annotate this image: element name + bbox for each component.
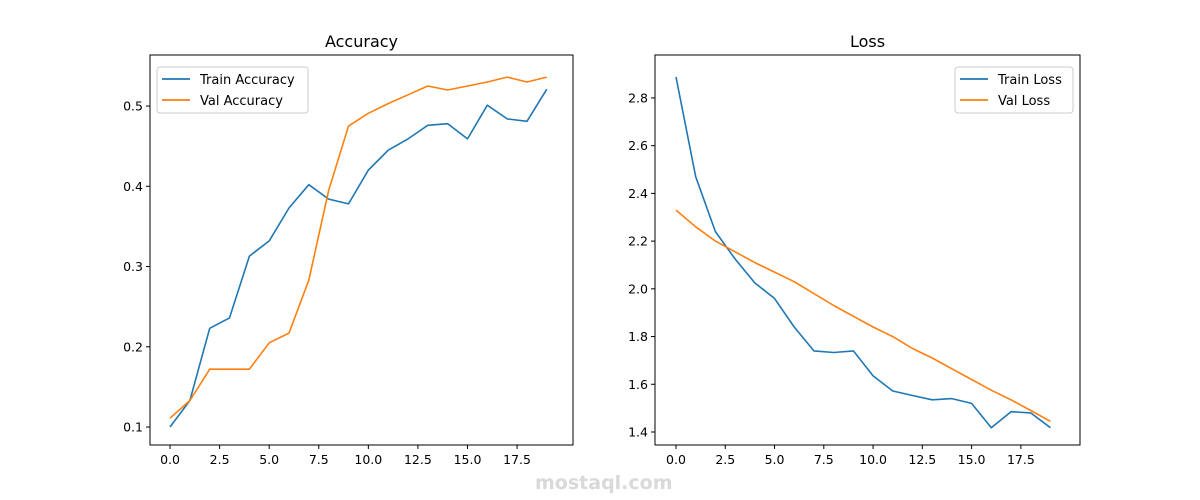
y-tick-label: 0.1 xyxy=(123,420,143,435)
y-tick-label: 2.6 xyxy=(628,138,648,153)
y-tick-label: 0.2 xyxy=(123,339,143,354)
y-tick-label: 2.0 xyxy=(628,281,648,296)
x-tick-label: 5.0 xyxy=(765,452,785,467)
y-tick-label: 1.4 xyxy=(628,424,648,439)
x-tick-label: 7.5 xyxy=(309,452,329,467)
x-tick-label: 5.0 xyxy=(259,452,279,467)
y-tick-label: 1.6 xyxy=(628,377,648,392)
x-tick-label: 0.0 xyxy=(666,452,686,467)
series-line-train-accuracy xyxy=(169,88,548,428)
y-tick-label: 2.4 xyxy=(628,186,648,201)
x-tick-label: 17.5 xyxy=(1007,452,1035,467)
series-line-train-loss xyxy=(675,76,1051,429)
axes-frame xyxy=(654,54,1081,446)
series-line-val-accuracy xyxy=(169,76,547,419)
y-tick-label: 2.2 xyxy=(628,234,648,249)
axes-frame xyxy=(149,54,574,446)
x-tick-label: 15.0 xyxy=(454,452,482,467)
legend-label: Train Loss xyxy=(997,73,1062,88)
chart-title: Accuracy xyxy=(325,32,398,51)
legend-box xyxy=(156,66,309,114)
legend-label: Val Loss xyxy=(998,94,1050,109)
chart-title: Loss xyxy=(850,32,885,51)
y-tick-label: 0.3 xyxy=(123,259,143,274)
y-tick-label: 2.8 xyxy=(628,90,648,105)
x-tick-label: 12.5 xyxy=(404,452,432,467)
x-tick-label: 10.0 xyxy=(859,452,887,467)
series-line-val-loss xyxy=(675,209,1051,423)
x-tick-label: 2.5 xyxy=(210,452,230,467)
x-tick-label: 7.5 xyxy=(814,452,834,467)
x-tick-label: 2.5 xyxy=(715,452,735,467)
legend-label: Val Accuracy xyxy=(200,94,283,109)
y-tick-label: 1.8 xyxy=(628,329,648,344)
legend-label: Train Accuracy xyxy=(199,73,295,88)
y-tick-label: 0.4 xyxy=(123,179,143,194)
x-tick-label: 17.5 xyxy=(503,452,531,467)
x-tick-label: 12.5 xyxy=(908,452,936,467)
x-tick-label: 0.0 xyxy=(160,452,180,467)
x-tick-label: 15.0 xyxy=(958,452,986,467)
x-tick-label: 10.0 xyxy=(354,452,382,467)
y-tick-label: 0.5 xyxy=(123,99,143,114)
watermark: mostaql.com xyxy=(535,472,673,494)
